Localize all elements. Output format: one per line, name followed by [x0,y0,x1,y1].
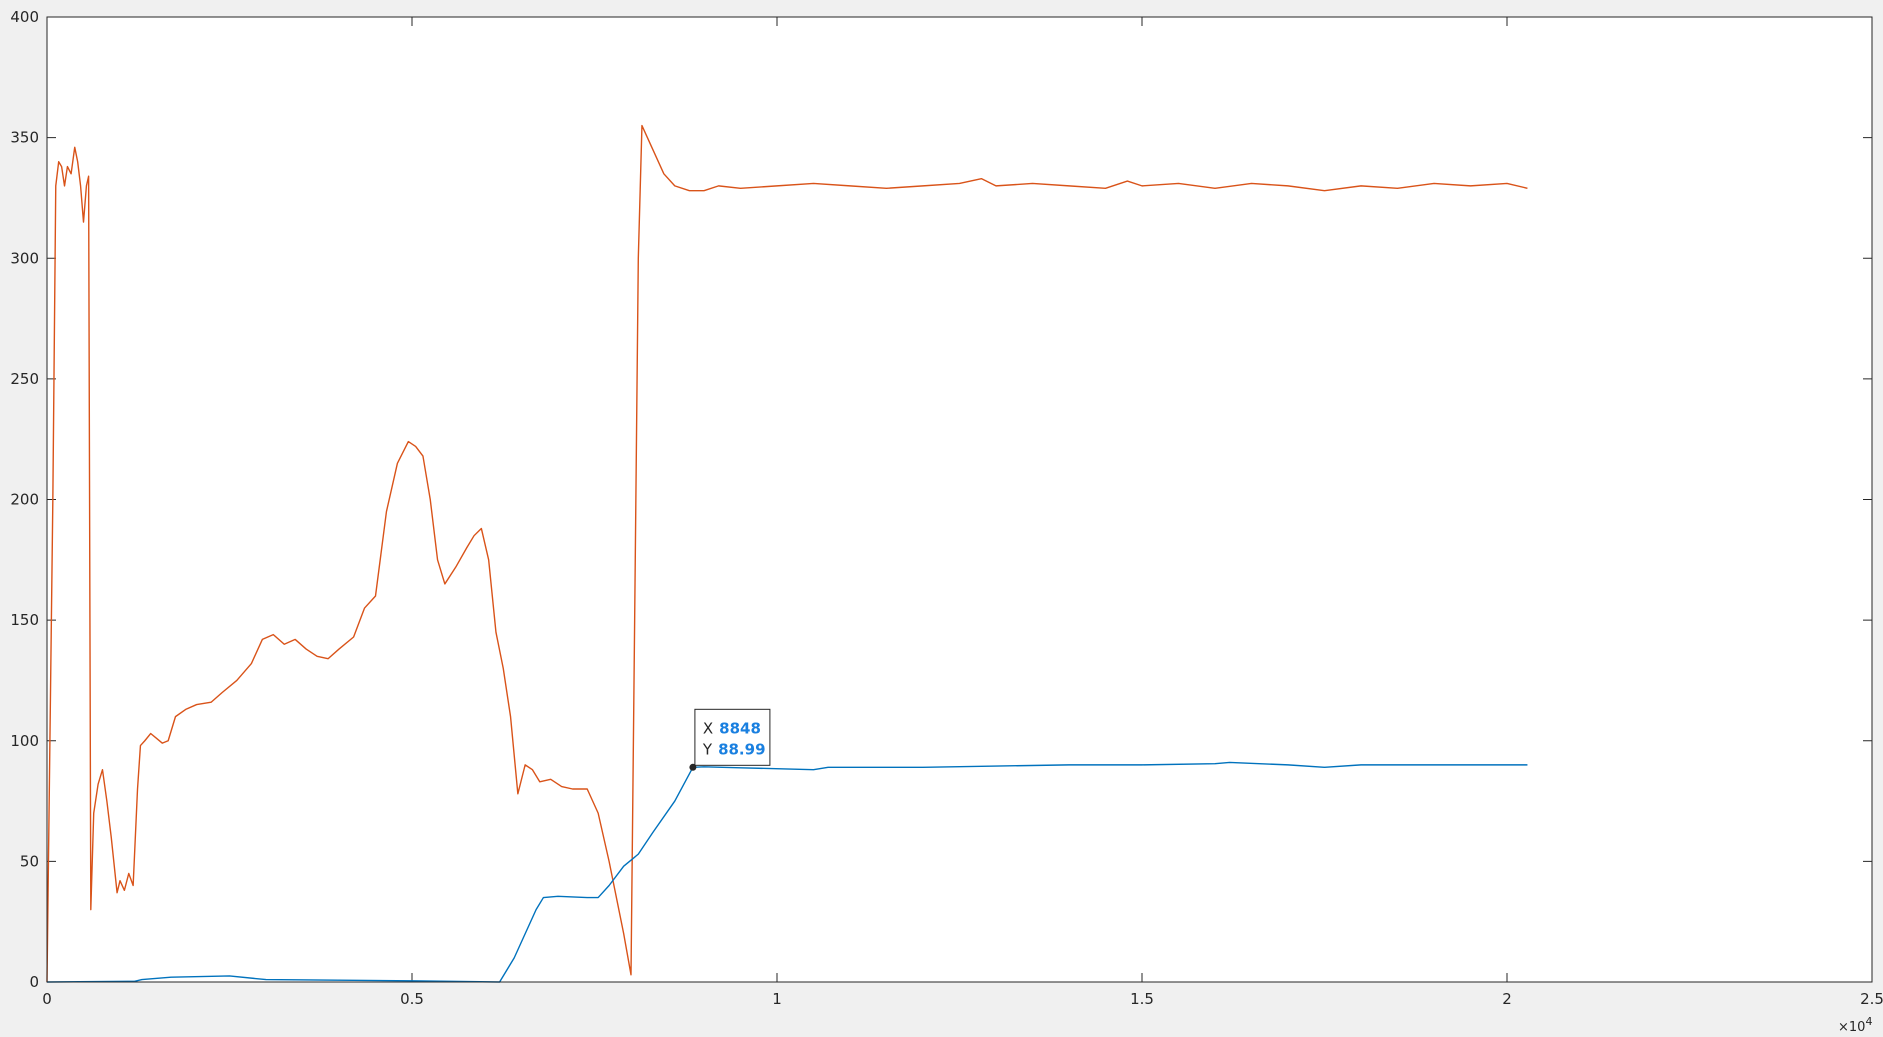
x-tick-label: 2 [1502,990,1512,1008]
y-tick-label: 50 [20,852,39,870]
series-line [46,761,1528,983]
series-line [46,124,1528,983]
datatip-box [694,708,771,766]
axes-background [47,17,1872,982]
x-tick-label: 1 [772,990,782,1008]
y-tick-label: 150 [10,611,39,629]
x-exponent-power: 4 [1865,1015,1872,1028]
x-exponent: ×104 [1838,1015,1872,1035]
axes-box [46,16,1873,983]
datatip-x: X 8848 [703,719,761,737]
y-tick-label: 100 [10,732,39,750]
x-tick-label: 2.5 [1860,990,1883,1008]
datatip-y-value: 88.99 [718,740,765,758]
y-tick-label: 0 [29,973,39,991]
datatip-x-value: 8848 [719,719,761,737]
x-tick-label: 1.5 [1130,990,1154,1008]
y-tick-label: 350 [10,129,39,147]
x-exponent-base: ×10 [1838,1020,1865,1035]
x-tick-label: 0 [42,990,52,1008]
y-tick-label: 250 [10,370,39,388]
y-tick-label: 300 [10,249,39,267]
y-tick-label: 200 [10,491,39,509]
datatip-x-label: X [703,719,713,737]
x-tick-label: 0.5 [400,990,424,1008]
datatip-y: Y 88.99 [702,740,766,758]
y-tick-label: 400 [10,8,39,26]
datatip-y-label: Y [702,740,713,758]
